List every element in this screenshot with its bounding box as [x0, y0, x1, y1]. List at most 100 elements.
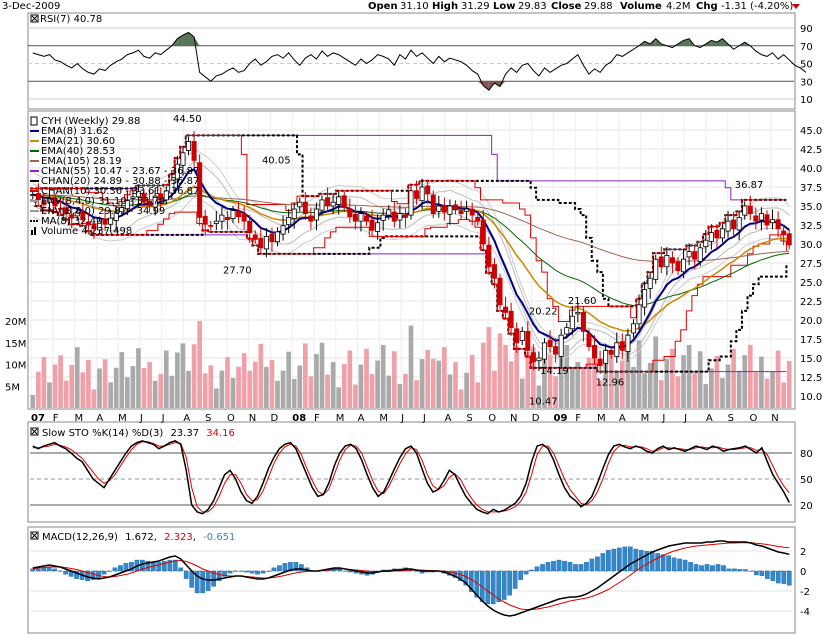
macd-histogram-bar — [759, 570, 765, 576]
candle-body — [174, 163, 180, 180]
macd-hist-value: -0.651 — [203, 532, 235, 543]
volume-bar — [736, 370, 742, 408]
candle-body — [286, 216, 292, 226]
volume-bar — [531, 347, 536, 408]
candle-body — [313, 208, 319, 221]
env4-lower-line — [32, 184, 790, 356]
volume-bar — [442, 347, 447, 408]
volume-bar — [681, 355, 686, 408]
candle-body — [614, 342, 620, 357]
candle-body — [458, 210, 464, 215]
candle-body — [575, 311, 581, 315]
macd-histogram-bar — [666, 555, 671, 572]
sto-d-line — [32, 441, 790, 513]
volume-bar — [519, 378, 525, 408]
macd-signal-line — [32, 542, 790, 610]
candle-body — [224, 216, 230, 221]
rsi-line — [32, 31, 807, 91]
candle-body — [430, 194, 436, 214]
macd-histogram-bar — [194, 570, 200, 594]
candle-body — [636, 304, 642, 325]
candle-body — [336, 196, 342, 205]
macd-histogram-bar — [710, 565, 715, 572]
candle-body — [725, 220, 731, 232]
macd-histogram-bar — [595, 556, 600, 572]
volume-bar — [369, 374, 375, 408]
candle-body — [486, 244, 492, 268]
candle-body — [369, 219, 375, 231]
volume-bar — [91, 389, 97, 408]
volume-bar — [664, 359, 670, 408]
volume-bar — [770, 371, 775, 408]
volume-bar — [97, 368, 102, 408]
volume-bar — [269, 359, 275, 408]
candle-body — [124, 200, 130, 210]
low-value: 29.83 — [518, 1, 547, 12]
sto-tick-label: 20 — [800, 501, 813, 512]
candle-body — [297, 201, 303, 208]
macd-histogram-bar — [715, 564, 721, 572]
macd-histogram-bar — [644, 551, 650, 572]
volume-bar — [731, 348, 736, 408]
candle-body — [681, 258, 687, 273]
macd-histogram-bar — [551, 560, 556, 572]
x-axis-label: N — [249, 413, 256, 424]
volume-bar — [492, 370, 497, 408]
macd-histogram-bar — [112, 567, 118, 572]
volume-bar — [786, 361, 792, 408]
price-tick-label: 27.5 — [800, 259, 822, 270]
volume-bar — [425, 349, 431, 408]
macd-histogram-bar — [107, 570, 112, 572]
macd-histogram-bar — [172, 559, 178, 572]
candle-body — [553, 346, 559, 355]
candle-body — [236, 211, 242, 218]
volume-bar — [208, 365, 214, 408]
volume-bar — [347, 350, 353, 408]
volume-bar — [230, 377, 236, 408]
volume-bar — [553, 376, 558, 408]
volume-bar — [414, 380, 419, 408]
macd-histogram-bar — [578, 564, 584, 572]
volume-bar — [480, 342, 486, 408]
macd-histogram-bar — [534, 566, 540, 572]
macd-histogram-bar — [589, 558, 595, 572]
candle-body — [191, 140, 197, 161]
volume-bar — [364, 348, 369, 408]
candle-body — [580, 311, 586, 332]
volume-bar — [742, 355, 748, 408]
macd-histogram-bar — [775, 570, 781, 584]
price-tick-label: 17.5 — [800, 335, 822, 346]
sto-panel — [32, 440, 790, 515]
volume-bar — [319, 342, 325, 408]
price-annotation: 44.50 — [173, 114, 202, 125]
volume-bar — [569, 366, 575, 408]
volume-bar — [497, 333, 503, 408]
rsi-tick-label: 50 — [800, 60, 813, 71]
macd-histogram-bar — [507, 570, 513, 596]
macd-histogram-bar — [293, 562, 299, 572]
candle-body — [302, 201, 308, 214]
volume-bar — [113, 367, 119, 408]
volume-bar — [720, 377, 725, 408]
macd-histogram-bar — [90, 570, 96, 580]
macd-histogram-bar — [288, 562, 293, 572]
volume-bar — [597, 380, 603, 408]
x-axis-label: J — [661, 413, 665, 424]
x-axis-label: F — [314, 413, 320, 424]
candle-body — [330, 201, 336, 207]
price-tick-label: 20.0 — [800, 316, 822, 327]
candle-body — [692, 251, 698, 260]
volume-bar — [581, 367, 586, 408]
candle-body — [108, 217, 114, 225]
x-axis-label: N — [510, 413, 517, 424]
close-icon — [31, 15, 38, 22]
rsi-panel-frame — [27, 12, 796, 110]
macd-histogram-bar — [222, 570, 227, 577]
volume-bars-icon — [34, 227, 36, 235]
chan10-lower-line — [30, 200, 787, 373]
candle-body — [770, 219, 776, 224]
candle-body — [536, 357, 542, 362]
volume-tick-label: 20M — [5, 317, 26, 328]
legend-entry: EMA(21) 30.60 — [41, 136, 115, 147]
chan55-lower-line — [30, 200, 787, 373]
